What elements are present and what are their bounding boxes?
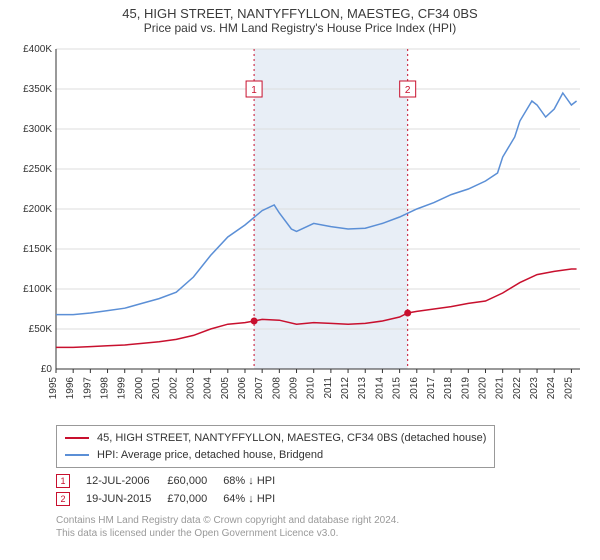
svg-text:£0: £0	[41, 364, 53, 375]
svg-text:2001: 2001	[151, 377, 162, 400]
svg-text:2008: 2008	[271, 377, 282, 400]
svg-text:1996: 1996	[65, 377, 76, 400]
sale-vs-hpi: 64% ↓ HPI	[223, 490, 291, 508]
chart-subtitle: Price paid vs. HM Land Registry's House …	[10, 21, 590, 35]
line-chart-svg: £0 £50K £100K £150K £200K £250K £300K £350K £400…	[10, 39, 590, 419]
svg-text:2009: 2009	[289, 377, 300, 400]
svg-text:£50K: £50K	[29, 324, 53, 335]
svg-text:2010: 2010	[306, 377, 317, 400]
svg-text:£250K: £250K	[23, 164, 52, 175]
chart-plot: £0 £50K £100K £150K £200K £250K £300K £350K £400…	[10, 39, 590, 419]
svg-text:1998: 1998	[100, 377, 111, 400]
legend-swatch-price-paid	[65, 437, 89, 439]
svg-text:2007: 2007	[254, 377, 265, 400]
legend-label-price-paid: 45, HIGH STREET, NANTYFFYLLON, MAESTEG, …	[97, 430, 486, 447]
legend-item-hpi: HPI: Average price, detached house, Brid…	[65, 447, 486, 464]
table-row: 1 12-JUL-2006 £60,000 68% ↓ HPI	[56, 472, 291, 490]
svg-text:2005: 2005	[220, 377, 231, 400]
svg-text:2020: 2020	[478, 377, 489, 400]
svg-text:2013: 2013	[357, 377, 368, 400]
svg-text:£100K: £100K	[23, 284, 52, 295]
svg-text:1: 1	[251, 85, 257, 96]
footer-attribution: Contains HM Land Registry data © Crown c…	[56, 514, 590, 540]
svg-text:1995: 1995	[48, 377, 59, 400]
chart-title: 45, HIGH STREET, NANTYFFYLLON, MAESTEG, …	[10, 6, 590, 21]
sale-date: 19-JUN-2015	[86, 490, 167, 508]
svg-text:2003: 2003	[185, 377, 196, 400]
sale-marker-1: 1	[56, 474, 70, 488]
svg-text:2: 2	[405, 85, 411, 96]
svg-text:2002: 2002	[168, 377, 179, 400]
svg-text:£200K: £200K	[23, 204, 52, 215]
svg-text:2006: 2006	[237, 377, 248, 400]
sales-table: 1 12-JUL-2006 £60,000 68% ↓ HPI 2 19-JUN…	[56, 472, 291, 508]
chart-container: 45, HIGH STREET, NANTYFFYLLON, MAESTEG, …	[0, 0, 600, 544]
svg-text:1997: 1997	[82, 377, 93, 400]
svg-text:1999: 1999	[117, 377, 128, 400]
svg-text:2025: 2025	[563, 377, 574, 400]
svg-text:£300K: £300K	[23, 124, 52, 135]
sale-price: £60,000	[167, 472, 223, 490]
svg-text:2011: 2011	[323, 377, 334, 399]
svg-text:2014: 2014	[374, 377, 385, 400]
svg-text:£400K: £400K	[23, 44, 52, 55]
sale-date: 12-JUL-2006	[86, 472, 167, 490]
legend-item-price-paid: 45, HIGH STREET, NANTYFFYLLON, MAESTEG, …	[65, 430, 486, 447]
svg-text:2019: 2019	[460, 377, 471, 400]
table-row: 2 19-JUN-2015 £70,000 64% ↓ HPI	[56, 490, 291, 508]
svg-text:2022: 2022	[512, 377, 523, 400]
sale-price: £70,000	[167, 490, 223, 508]
legend: 45, HIGH STREET, NANTYFFYLLON, MAESTEG, …	[56, 425, 495, 468]
svg-text:2018: 2018	[443, 377, 454, 400]
svg-text:2023: 2023	[529, 377, 540, 400]
sale-vs-hpi: 68% ↓ HPI	[223, 472, 291, 490]
svg-text:2015: 2015	[392, 377, 403, 400]
sale-marker-2: 2	[56, 492, 70, 506]
svg-text:2000: 2000	[134, 377, 145, 400]
svg-text:2024: 2024	[546, 377, 557, 400]
svg-text:£150K: £150K	[23, 244, 52, 255]
svg-text:2021: 2021	[495, 377, 506, 400]
svg-text:2012: 2012	[340, 377, 351, 400]
legend-label-hpi: HPI: Average price, detached house, Brid…	[97, 447, 323, 464]
legend-swatch-hpi	[65, 454, 89, 456]
svg-text:2017: 2017	[426, 377, 437, 400]
svg-text:2016: 2016	[409, 377, 420, 400]
svg-text:£350K: £350K	[23, 84, 52, 95]
svg-text:2004: 2004	[203, 377, 214, 400]
